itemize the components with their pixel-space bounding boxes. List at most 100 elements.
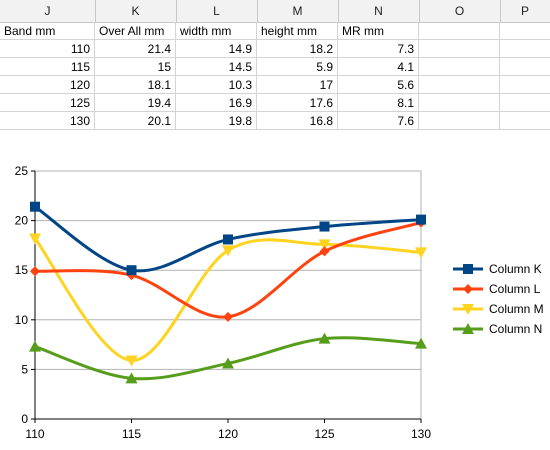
legend-item-column-l[interactable]: Column L <box>453 282 541 296</box>
cell-empty[interactable] <box>419 22 500 40</box>
cell-empty[interactable] <box>500 58 550 76</box>
cell-empty[interactable] <box>419 112 500 130</box>
legend-marker <box>462 323 474 334</box>
cell-height[interactable]: 17.6 <box>257 94 338 112</box>
cell-empty[interactable] <box>419 76 500 94</box>
data-point <box>125 372 138 384</box>
cell-empty[interactable] <box>500 94 550 112</box>
cell-empty[interactable] <box>500 40 550 58</box>
cell-empty[interactable] <box>419 94 500 112</box>
x-tick-label: 110 <box>25 427 44 441</box>
legend-item-column-m[interactable]: Column M <box>453 302 544 316</box>
legend-label: Column K <box>489 262 542 276</box>
data-point <box>222 357 234 369</box>
legend-item-column-n[interactable]: Column N <box>453 322 542 336</box>
column-header-m[interactable]: M <box>257 0 339 22</box>
y-axis: 0 5 10 15 20 25 <box>15 164 36 426</box>
cell-empty[interactable] <box>500 76 550 94</box>
x-tick-label: 125 <box>314 427 334 441</box>
chart-grid <box>34 170 422 420</box>
cell-empty[interactable] <box>500 112 550 130</box>
cell-band[interactable]: 120 <box>0 76 95 94</box>
cell-band-header[interactable]: Band mm <box>0 22 95 40</box>
x-tick-label: 120 <box>218 427 238 441</box>
y-tick-label: 0 <box>21 412 28 426</box>
x-tick-label: 130 <box>411 427 431 441</box>
data-point <box>319 221 330 232</box>
cell-width[interactable]: 14.5 <box>176 58 257 76</box>
cell-height[interactable]: 18.2 <box>257 40 338 58</box>
cell-mr[interactable]: 4.1 <box>338 58 419 76</box>
series-column-m <box>29 233 427 367</box>
cell-mr-header[interactable]: MR mm <box>338 22 419 40</box>
cell-width[interactable]: 16.9 <box>176 94 257 112</box>
column-header-p[interactable]: P <box>500 0 550 22</box>
column-header-j[interactable]: J <box>0 0 96 22</box>
cell-mr[interactable]: 7.3 <box>338 40 419 58</box>
cell-height[interactable]: 17 <box>257 76 338 94</box>
cell-empty[interactable] <box>419 58 500 76</box>
table-row: 115 15 14.5 5.9 4.1 <box>0 58 550 76</box>
cell-empty[interactable] <box>419 40 500 58</box>
table-row: 110 21.4 14.9 18.2 7.3 <box>0 40 550 58</box>
data-point <box>318 332 331 344</box>
series-line <box>33 236 423 362</box>
data-point <box>29 233 41 245</box>
cell-mr[interactable]: 8.1 <box>338 94 419 112</box>
data-point <box>416 214 426 225</box>
legend-label: Column N <box>489 322 542 336</box>
y-tick-label: 20 <box>15 214 29 228</box>
cell-width[interactable]: 10.3 <box>176 76 257 94</box>
table-row: 120 18.1 10.3 17 5.6 <box>0 76 550 94</box>
legend-item-column-k[interactable]: Column K <box>453 262 542 276</box>
cell-width[interactable]: 14.9 <box>176 40 257 58</box>
legend-marker <box>462 304 474 315</box>
cell-overall[interactable]: 19.4 <box>95 94 176 112</box>
cell-width[interactable]: 19.8 <box>176 112 257 130</box>
table-row: 130 20.1 19.8 16.8 7.6 <box>0 112 550 130</box>
data-point <box>319 246 330 257</box>
cell-height[interactable]: 16.8 <box>257 112 338 130</box>
table-row: 125 19.4 16.9 17.6 8.1 <box>0 94 550 112</box>
cell-empty[interactable] <box>500 22 550 40</box>
cell-height-header[interactable]: height mm <box>257 22 338 40</box>
legend-label: Column M <box>489 302 544 316</box>
cell-overall-header[interactable]: Over All mm <box>95 22 176 40</box>
column-header-row: J K L M N O P <box>0 0 550 23</box>
cell-band[interactable]: 115 <box>0 58 95 76</box>
cell-band[interactable]: 110 <box>0 40 95 58</box>
cell-overall[interactable]: 21.4 <box>95 40 176 58</box>
header-row: Band mm Over All mm width mm height mm M… <box>0 22 550 40</box>
chart-legend[interactable]: Column K Column L Column M Column N <box>453 262 544 336</box>
plot-frame <box>34 170 422 420</box>
data-point <box>30 266 40 277</box>
data-point <box>30 201 40 212</box>
cell-overall[interactable]: 15 <box>95 58 176 76</box>
legend-label: Column L <box>489 282 541 296</box>
cell-band[interactable]: 130 <box>0 112 95 130</box>
column-header-n[interactable]: N <box>338 0 420 22</box>
data-point <box>415 247 427 259</box>
legend-marker <box>463 264 473 274</box>
column-header-o[interactable]: O <box>419 0 501 22</box>
cell-overall[interactable]: 18.1 <box>95 76 176 94</box>
data-point <box>29 340 41 352</box>
cell-mr[interactable]: 7.6 <box>338 112 419 130</box>
data-point <box>222 245 234 257</box>
cell-width-header[interactable]: width mm <box>176 22 257 40</box>
cell-band[interactable]: 125 <box>0 94 95 112</box>
spreadsheet-grid: J K L M N O P Band mm Over All mm width … <box>0 0 550 130</box>
data-point <box>223 311 233 322</box>
data-point <box>126 265 137 276</box>
x-axis: 110 115 120 125 130 <box>25 418 431 441</box>
series-column-n <box>29 332 427 384</box>
cell-height[interactable]: 5.9 <box>257 58 338 76</box>
series-column-k <box>30 201 426 276</box>
column-header-k[interactable]: K <box>95 0 177 22</box>
data-point <box>318 239 331 251</box>
cell-mr[interactable]: 5.6 <box>338 76 419 94</box>
column-header-l[interactable]: L <box>176 0 258 22</box>
cell-overall[interactable]: 20.1 <box>95 112 176 130</box>
plot-area <box>29 201 427 384</box>
